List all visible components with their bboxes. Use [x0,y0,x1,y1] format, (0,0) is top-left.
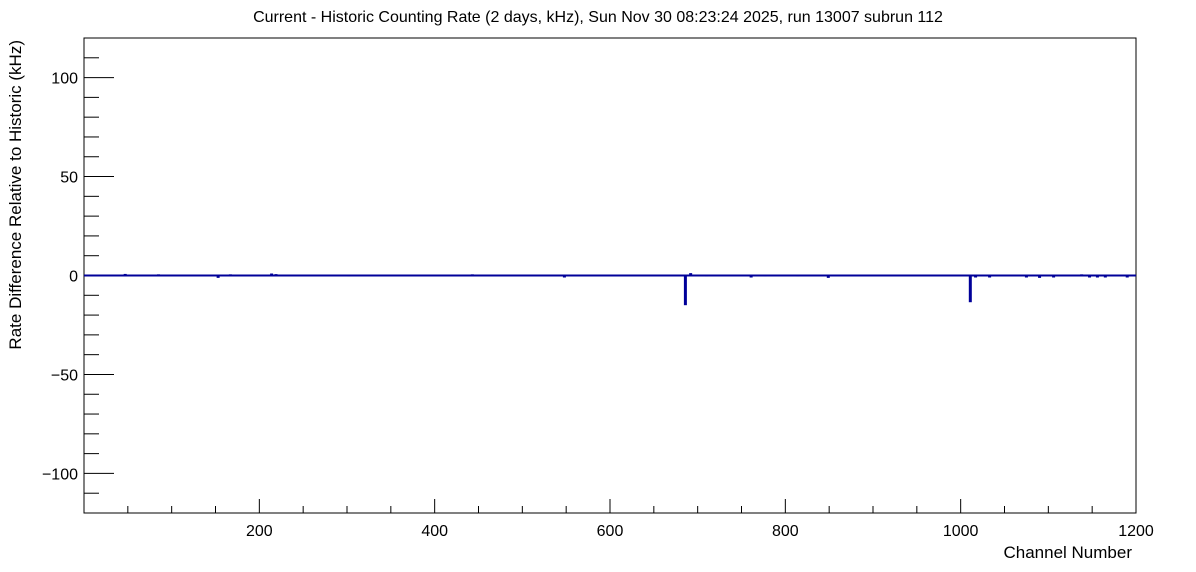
y-tick-label: 0 [69,269,78,286]
data-bar [988,275,992,278]
data-bar [1103,275,1107,278]
y-axis: −100 −50 0 50 100 [42,57,114,494]
x-tick-label: 800 [772,523,799,540]
data-bar [270,273,274,276]
data-bar [689,273,693,276]
y-tick-label: 50 [60,170,78,187]
data-bar [1038,275,1042,278]
x-tick-label: 600 [597,523,624,540]
data-bar [704,274,708,277]
x-tick-label: 1200 [1118,523,1154,540]
data-bar [1052,275,1056,278]
x-tick-label: 1000 [943,523,979,540]
data-bar [968,275,972,303]
x-tick-label: 400 [421,523,448,540]
chart-title: Current - Historic Counting Rate (2 days… [253,9,943,26]
data-bar [1088,275,1092,278]
data-bar [347,274,351,277]
x-axis: 200 400 600 800 1000 1200 [127,499,1154,540]
data-bar [1080,274,1084,277]
data-bar [749,275,753,278]
data-bar [1125,275,1129,278]
data-bar [1095,275,1099,278]
data-bars [84,273,1136,306]
data-bar [228,274,232,277]
y-tick-label: −100 [42,466,78,483]
data-bar [796,274,800,277]
data-bar [1024,275,1028,278]
y-tick-label: −50 [51,367,78,384]
data-bar [123,273,127,276]
data-bar [470,274,474,277]
y-axis-label: Rate Difference Relative to Historic (kH… [6,40,25,350]
data-bar [562,275,566,278]
data-bar [683,275,687,306]
x-axis-label: Channel Number [1003,543,1132,562]
data-bar [216,275,220,278]
data-bar [763,274,767,277]
data-bar [826,275,830,278]
y-tick-label: 100 [51,71,78,88]
data-bar [274,274,278,277]
data-bar [974,275,978,278]
x-tick-label: 200 [246,523,273,540]
data-bar [157,274,161,277]
